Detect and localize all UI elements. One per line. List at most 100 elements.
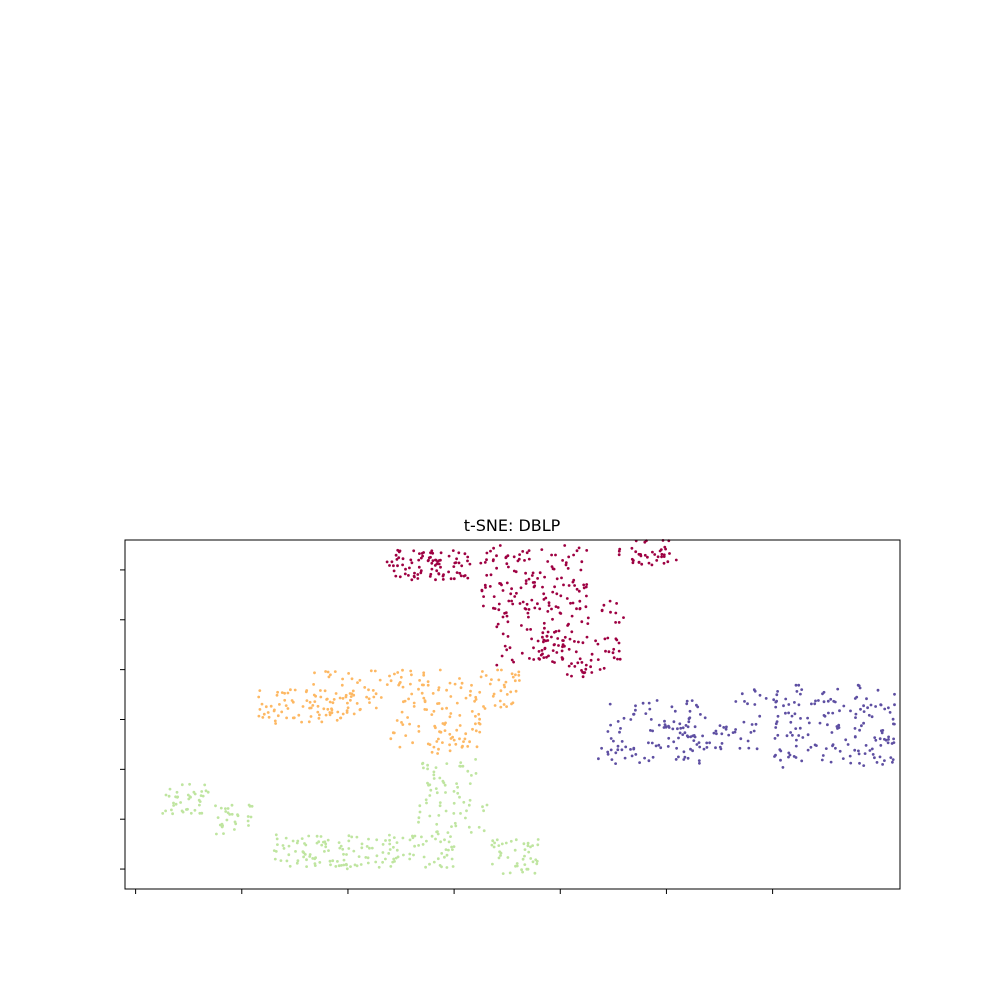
data-point — [789, 720, 793, 724]
data-point — [724, 727, 728, 731]
data-point — [355, 864, 359, 868]
data-point — [695, 743, 699, 746]
data-point — [340, 683, 344, 687]
data-point — [428, 814, 432, 818]
data-point — [527, 549, 531, 552]
data-point — [426, 680, 430, 683]
data-point — [393, 672, 396, 676]
data-point — [396, 671, 400, 674]
data-point — [867, 713, 871, 717]
data-point — [857, 749, 860, 753]
data-point — [477, 721, 481, 725]
data-point — [300, 837, 304, 840]
data-point — [401, 685, 405, 689]
data-point — [734, 700, 738, 703]
data-point — [580, 661, 584, 664]
data-point — [868, 749, 872, 752]
data-point — [416, 573, 420, 576]
data-point — [473, 699, 476, 703]
data-point — [186, 807, 189, 811]
data-point — [339, 716, 343, 720]
data-point — [276, 843, 279, 846]
data-point — [401, 563, 404, 567]
data-point — [672, 740, 676, 744]
data-point — [857, 752, 861, 756]
data-point — [381, 851, 385, 854]
data-point — [758, 714, 762, 718]
data-point — [246, 819, 250, 823]
data-point — [439, 558, 442, 562]
data-point — [774, 722, 778, 726]
data-point — [296, 859, 300, 863]
data-point — [436, 702, 439, 705]
data-point — [691, 749, 694, 753]
data-point — [347, 834, 351, 838]
data-point — [439, 840, 442, 844]
data-point — [437, 686, 441, 689]
data-point — [262, 712, 266, 716]
data-point — [565, 673, 569, 676]
data-point — [611, 651, 615, 655]
data-point — [747, 746, 751, 750]
data-point — [445, 762, 449, 765]
data-point — [660, 555, 663, 559]
data-point — [513, 679, 517, 683]
data-point — [497, 856, 501, 860]
data-point — [412, 701, 416, 705]
data-point — [470, 710, 474, 713]
data-point — [893, 703, 896, 707]
data-point — [360, 842, 364, 846]
data-point — [623, 756, 627, 760]
data-point — [647, 741, 650, 745]
data-point — [447, 840, 451, 844]
data-point — [822, 700, 826, 704]
data-point — [876, 688, 880, 692]
data-point — [417, 816, 421, 820]
data-point — [440, 852, 444, 855]
data-point — [374, 706, 378, 710]
data-point — [653, 553, 657, 556]
data-point — [849, 761, 853, 765]
data-point — [451, 549, 455, 552]
data-point — [424, 798, 428, 802]
data-point — [508, 646, 512, 650]
data-point — [172, 801, 175, 805]
data-point — [511, 602, 515, 606]
data-point — [586, 616, 590, 620]
data-point — [260, 702, 264, 706]
data-point — [388, 842, 392, 846]
data-point — [395, 558, 399, 561]
data-point — [319, 835, 323, 838]
data-point — [320, 843, 324, 847]
data-point — [634, 704, 637, 708]
data-point — [375, 854, 379, 858]
data-point — [667, 726, 671, 729]
data-point — [316, 704, 320, 708]
data-point — [582, 586, 586, 590]
data-point — [305, 858, 308, 862]
data-point — [675, 746, 678, 750]
data-point — [443, 783, 447, 787]
data-point — [887, 706, 890, 710]
data-point — [367, 688, 370, 692]
data-point — [752, 688, 756, 692]
data-point — [422, 671, 426, 675]
data-point — [616, 720, 620, 723]
data-point — [442, 781, 446, 785]
data-point — [388, 564, 391, 567]
data-point — [441, 741, 444, 744]
data-point — [520, 624, 523, 627]
data-point — [492, 595, 496, 598]
data-point — [261, 716, 265, 719]
data-point — [564, 563, 568, 567]
data-point — [448, 732, 452, 736]
data-point — [458, 795, 461, 799]
data-point — [456, 785, 459, 789]
data-point — [201, 794, 205, 798]
data-point — [612, 656, 616, 660]
data-point — [619, 727, 622, 730]
data-point — [401, 723, 405, 726]
data-point — [881, 763, 884, 766]
data-point — [435, 569, 439, 573]
data-point — [467, 803, 471, 807]
